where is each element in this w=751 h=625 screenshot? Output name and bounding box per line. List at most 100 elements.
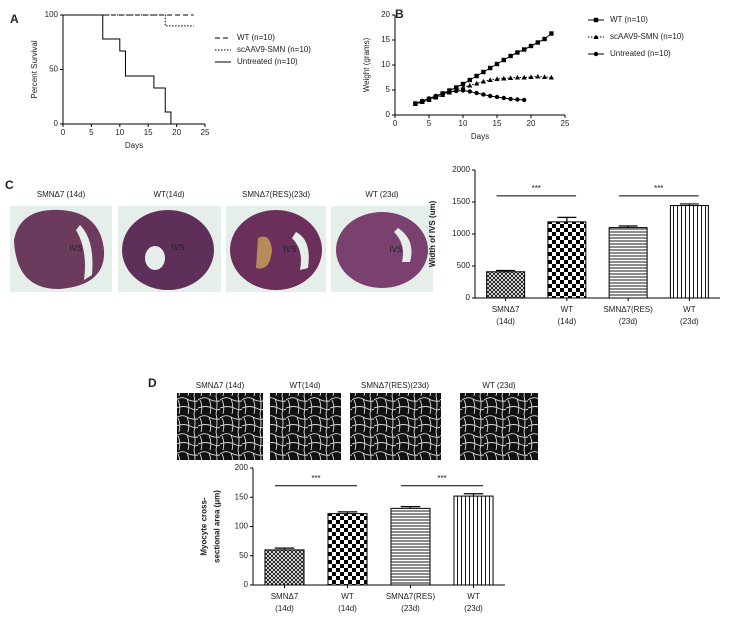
image-annotation: IVS bbox=[70, 244, 83, 253]
legend-label: Untreated (n=10) bbox=[237, 57, 298, 66]
y-axis-label: Percent Survival bbox=[30, 40, 39, 98]
x-tick-label: (23d) bbox=[401, 604, 420, 613]
x-tick-label: 5 bbox=[89, 128, 94, 137]
error-bar bbox=[337, 511, 358, 514]
image-annotation: IVS bbox=[390, 245, 403, 254]
image-caption: SMNΔ7 (14d) bbox=[196, 381, 245, 390]
lumen bbox=[256, 236, 272, 269]
legend-label: Untreated (n=10) bbox=[610, 49, 671, 58]
y-tick-label: 15 bbox=[381, 35, 390, 44]
error-bar bbox=[679, 203, 699, 206]
x-tick-label: 10 bbox=[459, 119, 468, 128]
y-axis-label: Width of IVS (um) bbox=[428, 200, 437, 267]
marker bbox=[440, 91, 445, 96]
y-tick-label: 200 bbox=[235, 463, 249, 472]
image-annotation: IVS bbox=[284, 245, 297, 254]
x-tick-label: SMNΔ7(RES) bbox=[386, 592, 436, 601]
image bbox=[460, 393, 538, 460]
y-axis-label: Weight (grams) bbox=[362, 37, 371, 92]
lumen bbox=[292, 232, 309, 270]
image-caption: SMNΔ7(RES)(23d) bbox=[361, 381, 429, 390]
significance-label: *** bbox=[311, 474, 320, 483]
tissue bbox=[230, 210, 322, 290]
x-tick-label: 25 bbox=[201, 128, 210, 137]
x-axis-label: Days bbox=[125, 141, 143, 150]
legend-label: scAAV9-SMN (n=10) bbox=[610, 32, 684, 41]
marker bbox=[494, 61, 500, 67]
marker bbox=[467, 82, 473, 88]
marker bbox=[535, 73, 541, 79]
y-tick-label: 150 bbox=[235, 492, 249, 501]
x-tick-label: 25 bbox=[561, 119, 570, 128]
lumen bbox=[394, 228, 412, 262]
error-bar bbox=[496, 269, 516, 272]
x-axis-label: Days bbox=[471, 132, 489, 141]
y-tick-label: 10 bbox=[381, 60, 390, 69]
image-caption: WT(14d) bbox=[289, 381, 320, 390]
x-tick-label: (14d) bbox=[558, 317, 577, 326]
marker bbox=[467, 77, 472, 83]
x-tick-label: 0 bbox=[61, 128, 66, 137]
marker bbox=[508, 53, 513, 59]
x-tick-label: 15 bbox=[144, 128, 153, 137]
marker bbox=[508, 96, 513, 102]
marker bbox=[515, 50, 520, 55]
x-tick-label: SMNΔ7 bbox=[492, 305, 520, 314]
error-bar bbox=[618, 225, 638, 228]
legend-label: scAAV9-SMN (n=10) bbox=[237, 45, 311, 54]
marker bbox=[460, 88, 466, 93]
bar bbox=[547, 221, 587, 299]
marker bbox=[501, 95, 506, 101]
marker bbox=[548, 74, 554, 80]
x-tick-label: WT bbox=[561, 305, 574, 314]
marker bbox=[474, 80, 480, 86]
marker bbox=[508, 75, 514, 80]
lumen bbox=[76, 225, 93, 280]
bar bbox=[608, 227, 648, 299]
marker bbox=[549, 31, 554, 36]
legend-marker bbox=[593, 34, 599, 39]
series-line bbox=[415, 75, 552, 105]
marker bbox=[522, 47, 527, 52]
y-tick-label: 100 bbox=[45, 10, 59, 19]
significance-label: *** bbox=[437, 474, 446, 483]
tissue bbox=[336, 212, 428, 288]
error-bar bbox=[463, 493, 484, 497]
legend-label: WT (n=10) bbox=[610, 15, 648, 24]
significance-label: *** bbox=[532, 184, 541, 193]
panel-label: B bbox=[395, 7, 404, 21]
y-tick-label: 0 bbox=[466, 293, 471, 302]
marker bbox=[515, 97, 520, 102]
x-tick-label: WT bbox=[467, 592, 480, 601]
panel-label: C bbox=[5, 178, 14, 192]
x-tick-label: (23d) bbox=[619, 317, 638, 326]
marker bbox=[494, 94, 500, 100]
marker bbox=[413, 101, 418, 106]
series-line bbox=[63, 14, 172, 124]
error-bar bbox=[557, 216, 577, 222]
y-tick-label: 100 bbox=[235, 522, 249, 531]
y-tick-label: 1500 bbox=[452, 197, 470, 206]
image-annotation: IVS bbox=[172, 243, 185, 252]
marker bbox=[528, 43, 534, 49]
lumen bbox=[145, 246, 165, 270]
marker bbox=[481, 92, 486, 97]
error-bar bbox=[400, 506, 421, 509]
marker bbox=[487, 77, 493, 82]
y-tick-label: 50 bbox=[49, 65, 58, 74]
image-caption: SMNΔ7(RES)(23d) bbox=[242, 190, 310, 199]
marker bbox=[488, 65, 493, 71]
marker bbox=[447, 89, 452, 95]
marker bbox=[474, 90, 479, 96]
marker bbox=[460, 84, 466, 90]
image bbox=[177, 393, 263, 460]
y-tick-label: 0 bbox=[244, 580, 249, 589]
legend-marker bbox=[593, 17, 599, 23]
image-caption: WT (23d) bbox=[482, 381, 516, 390]
marker bbox=[501, 75, 507, 81]
marker bbox=[467, 89, 472, 94]
marker bbox=[474, 73, 479, 79]
bar bbox=[390, 507, 431, 586]
